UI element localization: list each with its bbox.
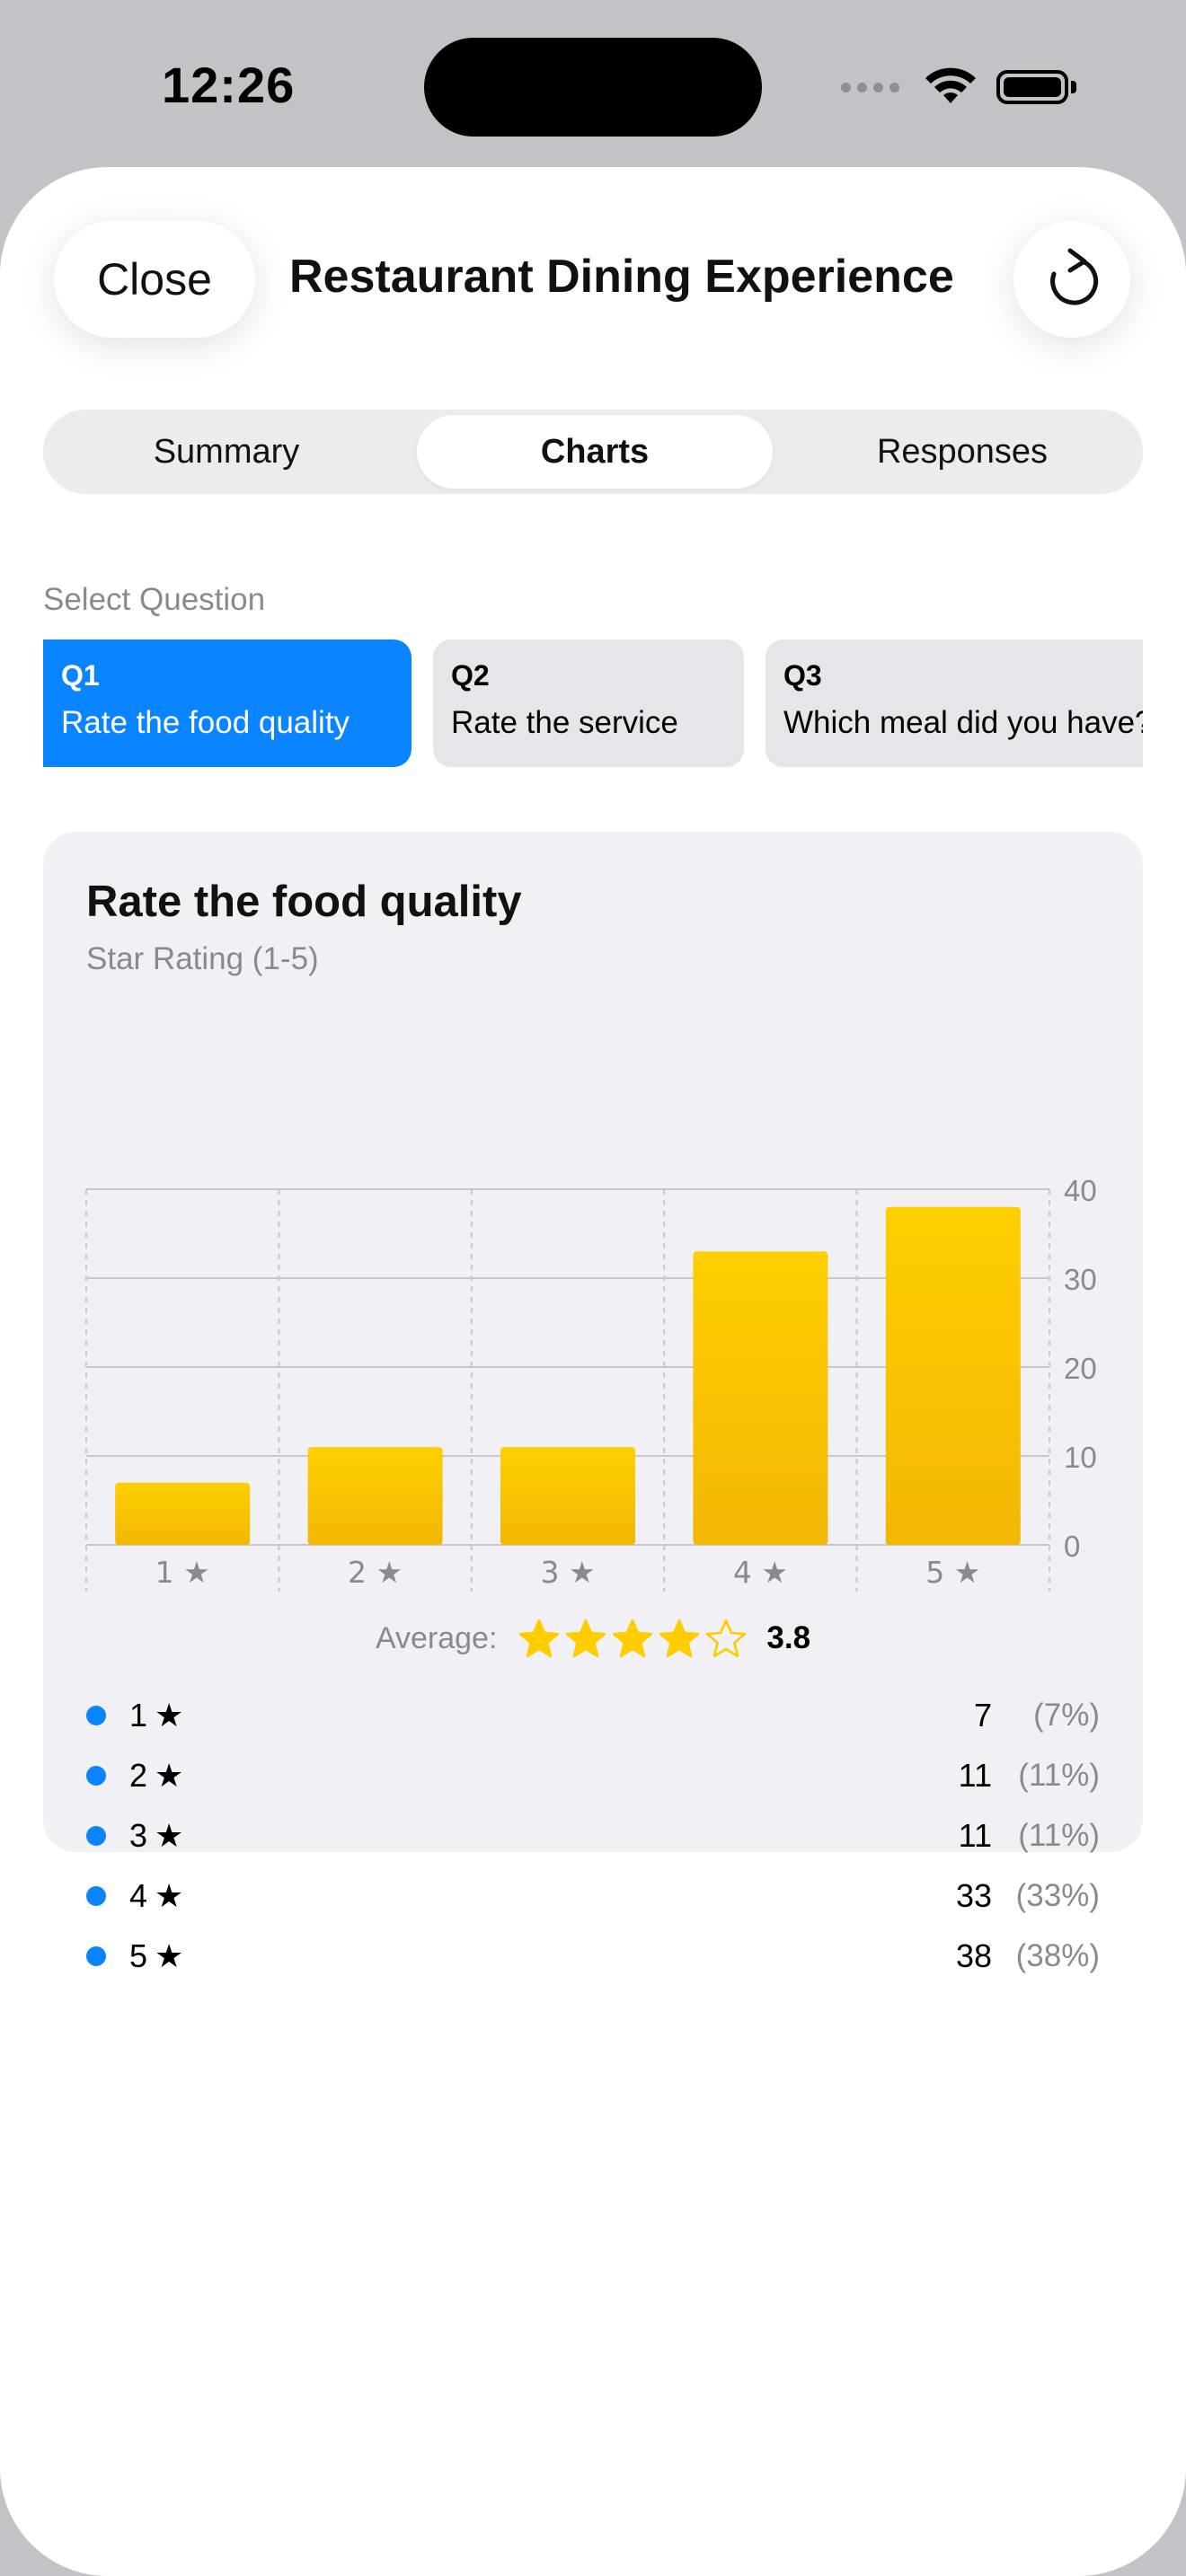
question-chip-number: Q3 — [783, 659, 822, 692]
rating-label: 5 — [129, 1936, 148, 1974]
average-rating: Average: 3.8 — [43, 1611, 1143, 1665]
status-icons — [841, 63, 1076, 111]
question-chip-text: Which meal did you have? — [783, 705, 1143, 740]
bar — [500, 1447, 635, 1545]
question-chip-text: Rate the food quality — [61, 705, 350, 740]
close-button[interactable]: Close — [54, 221, 255, 338]
rating-percent: (11%) — [1018, 1817, 1100, 1853]
list-item: 5 ★ 38 (38%) — [86, 1926, 1100, 1986]
star-icon: ★ — [155, 1696, 184, 1734]
x-tick-label: 1 ★ — [155, 1555, 210, 1590]
question-chip-q1[interactable]: Q1 Rate the food quality — [43, 640, 412, 767]
rating-percent: (11%) — [1018, 1757, 1100, 1793]
rating-count: 33 — [955, 1876, 992, 1914]
bar-chart: 0 10 20 30 40 1 ★ 2 ★ 3 ★ 4 ★ 5 ★ — [85, 1174, 1097, 1592]
y-tick-label: 10 — [1064, 1441, 1097, 1474]
chart-title: Rate the food quality — [86, 878, 522, 926]
wifi-icon — [925, 67, 976, 103]
star-icon — [659, 1619, 700, 1658]
star-icon — [566, 1619, 606, 1658]
question-chip-text: Rate the service — [451, 705, 678, 740]
average-label: Average: — [375, 1620, 498, 1655]
average-stars — [518, 1619, 747, 1658]
question-chip-number: Q2 — [451, 659, 490, 692]
tab-summary[interactable]: Summary — [153, 432, 300, 471]
legend-dot — [86, 1945, 106, 1966]
rating-label: 3 — [129, 1816, 148, 1854]
rating-count: 7 — [973, 1696, 992, 1734]
y-tick-label: 30 — [1064, 1263, 1097, 1296]
question-chip-number: Q1 — [61, 659, 100, 692]
star-icon — [706, 1619, 747, 1658]
rating-count: 11 — [958, 1816, 992, 1854]
rating-breakdown: 1 ★ 7 (7%) 2 ★ 11 (11%) 3 ★ 11 (11%) — [86, 1685, 1100, 1986]
tab-charts[interactable]: Charts — [417, 415, 773, 489]
list-item: 1 ★ 7 (7%) — [86, 1685, 1100, 1745]
star-icon — [519, 1619, 560, 1658]
select-question-label: Select Question — [43, 582, 266, 617]
star-icon: ★ — [155, 1756, 184, 1794]
star-icon: ★ — [155, 1816, 184, 1854]
dynamic-island — [424, 38, 762, 137]
legend-dot — [86, 1765, 106, 1786]
cellular-signal-icon — [841, 82, 899, 93]
rating-label: 4 — [129, 1876, 148, 1914]
rating-label: 2 — [129, 1756, 148, 1794]
average-value: 3.8 — [766, 1620, 811, 1655]
question-chip-q2[interactable]: Q2 Rate the service — [433, 640, 744, 767]
bar — [115, 1482, 251, 1545]
rating-percent: (7%) — [1033, 1697, 1100, 1733]
legend-dot — [86, 1885, 106, 1906]
chart-subtitle: Star Rating (1-5) — [86, 941, 319, 976]
x-tick-label: 5 ★ — [925, 1555, 980, 1590]
battery-cap — [1071, 81, 1076, 93]
y-tick-label: 20 — [1064, 1352, 1097, 1385]
battery-icon — [996, 70, 1068, 104]
status-time: 12:26 — [162, 57, 296, 113]
page-title: Restaurant Dining Experience — [289, 251, 954, 303]
tab-responses[interactable]: Responses — [876, 432, 1049, 471]
x-tick-label: 3 ★ — [540, 1555, 595, 1590]
rating-label: 1 — [129, 1696, 148, 1734]
star-icon — [613, 1619, 653, 1658]
rating-count: 38 — [955, 1936, 992, 1974]
refresh-button[interactable] — [1013, 221, 1130, 338]
view-segmented-control: Summary Charts Responses — [43, 410, 1143, 494]
bar — [885, 1206, 1021, 1545]
legend-dot — [86, 1705, 106, 1725]
rating-percent: (38%) — [1015, 1937, 1100, 1973]
rating-count: 11 — [958, 1756, 992, 1794]
bar — [693, 1251, 828, 1545]
bar — [307, 1447, 443, 1545]
list-item: 4 ★ 33 (33%) — [86, 1866, 1100, 1926]
survey-sheet: Close Restaurant Dining Experience Summa… — [0, 167, 1186, 2576]
arrow-clockwise-icon — [1050, 248, 1099, 305]
star-icon: ★ — [155, 1876, 184, 1914]
rating-percent: (33%) — [1015, 1877, 1100, 1913]
question-chips: Q1 Rate the food quality Q2 Rate the ser… — [43, 640, 1143, 771]
star-icon: ★ — [155, 1936, 184, 1974]
list-item: 3 ★ 11 (11%) — [86, 1805, 1100, 1866]
question-chip-q3[interactable]: Q3 Which meal did you have? — [766, 640, 1143, 767]
y-tick-label: 0 — [1064, 1530, 1080, 1563]
list-item: 2 ★ 11 (11%) — [86, 1745, 1100, 1805]
x-tick-label: 2 ★ — [348, 1555, 403, 1590]
legend-dot — [86, 1825, 106, 1846]
chart-card: 0 10 20 30 40 1 ★ 2 ★ 3 ★ 4 ★ 5 ★ Rate the food q… — [43, 832, 1143, 1974]
y-tick-label: 40 — [1064, 1174, 1097, 1207]
x-tick-label: 4 ★ — [733, 1555, 788, 1590]
